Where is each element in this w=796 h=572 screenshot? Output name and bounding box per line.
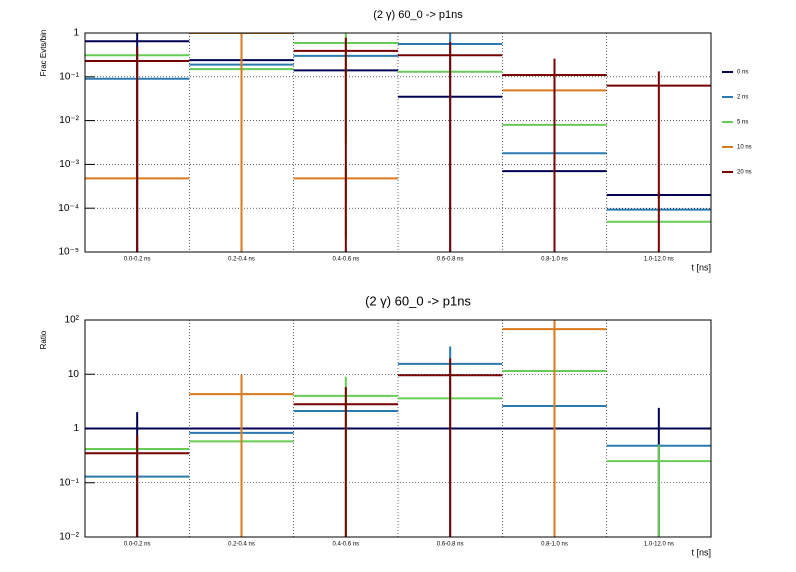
legend-label: 5 ns bbox=[737, 120, 748, 126]
x-tick-label: 0.2-0.4 ns bbox=[228, 257, 255, 263]
x-tick-label: 0.4-0.6 ns bbox=[332, 257, 359, 263]
x-tick-label: 1.0-12.0 ns bbox=[644, 542, 674, 548]
chart-title: (2 γ) 60_0 -> p1ns bbox=[365, 293, 471, 308]
x-tick-label: 0.0-0.2 ns bbox=[124, 542, 151, 548]
y-tick-label: 10⁻⁵ bbox=[58, 247, 79, 258]
x-tick-label: 0.8-1.0 ns bbox=[541, 257, 568, 263]
y-axis-label: Ratio bbox=[39, 330, 48, 349]
y-tick-label: 10² bbox=[65, 315, 80, 326]
y-tick-label: 1 bbox=[73, 28, 79, 39]
frame bbox=[84, 32, 712, 253]
x-tick-label: 0.6-0.8 ns bbox=[437, 542, 464, 548]
y-axis-label: Frac Evts/bin bbox=[39, 30, 48, 77]
y-tick-label: 10⁻¹ bbox=[59, 477, 79, 488]
legend-label: 10 ns bbox=[737, 145, 752, 151]
x-axis-label: t [ns] bbox=[691, 262, 711, 272]
chart-title: (2 γ) 60_0 -> p1ns bbox=[373, 9, 463, 21]
plot-area bbox=[85, 320, 711, 537]
legend-label: 2 ns bbox=[737, 95, 748, 101]
x-tick-label: 0.8-1.0 ns bbox=[541, 542, 568, 548]
frame bbox=[84, 319, 712, 538]
y-tick-label: 10⁻² bbox=[59, 532, 79, 543]
y-tick-label: 10 bbox=[68, 369, 80, 380]
x-axis-label: t [ns] bbox=[691, 547, 711, 557]
y-tick-label: 10⁻² bbox=[59, 115, 79, 126]
x-tick-label: 0.6-0.8 ns bbox=[437, 257, 464, 263]
x-tick-label: 0.0-0.2 ns bbox=[124, 257, 151, 263]
y-tick-label: 10⁻³ bbox=[59, 159, 79, 170]
legend-label: 0 ns bbox=[737, 70, 748, 76]
y-tick-label: 10⁻¹ bbox=[59, 71, 79, 82]
x-tick-label: 0.4-0.6 ns bbox=[332, 542, 359, 548]
y-tick-label: 10⁻⁴ bbox=[58, 203, 79, 214]
legend-label: 20 ns bbox=[737, 170, 752, 176]
x-tick-label: 0.2-0.4 ns bbox=[228, 542, 255, 548]
y-tick-label: 1 bbox=[73, 423, 79, 434]
plot-area bbox=[85, 33, 711, 252]
x-tick-label: 1.0-12.0 ns bbox=[644, 257, 674, 263]
